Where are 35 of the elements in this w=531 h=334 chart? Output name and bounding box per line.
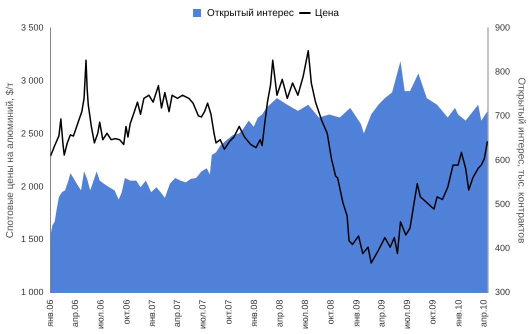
x-tick-label: янв.10	[453, 300, 464, 327]
x-tick-label: апр.10	[478, 300, 489, 328]
x-tick-label: окт.06	[121, 300, 132, 324]
y-tick-label: 2 000	[20, 181, 44, 192]
x-tick-label: июл.07	[198, 300, 208, 329]
y-tick-label: 3 000	[20, 75, 44, 86]
x-tick-label: июл.09	[402, 300, 412, 329]
y2-tick-label: 800	[494, 66, 510, 77]
legend-label: Цена	[314, 8, 340, 19]
x-tick-label: янв.06	[45, 300, 56, 327]
legend-label: Открытый интерес	[207, 8, 294, 19]
y2-tick-label: 500	[494, 198, 510, 209]
y2-tick-label: 700	[494, 110, 510, 121]
x-tick-label: янв.08	[249, 300, 260, 327]
x-tick-label: окт.08	[326, 300, 336, 324]
x-tick-label: апр.09	[376, 300, 387, 328]
x-tick-label: янв.07	[147, 300, 158, 327]
y-tick-label: 2 500	[20, 128, 44, 138]
y-tick-label: 1 000	[20, 287, 44, 298]
x-tick-label: окт.07	[223, 300, 234, 324]
x-tick-label: июл.08	[300, 300, 310, 329]
y2-axis-title: Открытый интерес, тыс. контрактов	[515, 77, 526, 244]
y2-tick-label: 600	[494, 154, 510, 165]
x-tick-label: окт.09	[428, 300, 438, 324]
y2-tick-label: 300	[494, 287, 510, 298]
y-tick-label: 1 500	[20, 234, 44, 244]
x-tick-label: июл.06	[96, 300, 106, 329]
x-tick-label: апр.06	[70, 300, 80, 328]
y-axis-title: Спотовые цены на алюминий, $/т	[4, 82, 16, 238]
x-tick-label: апр.08	[274, 300, 284, 328]
y2-tick-label: 900	[494, 22, 510, 32]
x-tick-label: апр.07	[172, 300, 182, 328]
y2-tick-label: 400	[494, 243, 510, 254]
x-tick-label: янв.09	[351, 300, 362, 327]
y-tick-label: 3 500	[20, 22, 44, 32]
